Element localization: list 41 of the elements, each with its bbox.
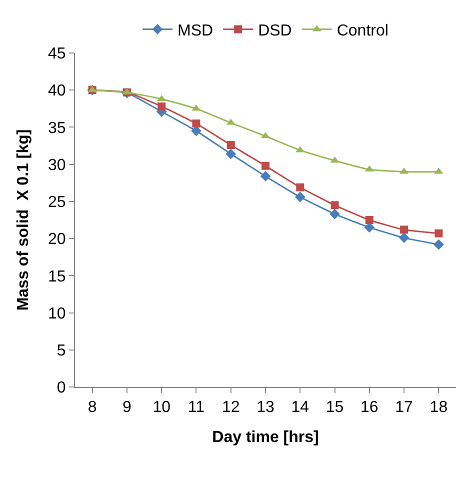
- point: [226, 141, 235, 150]
- point: [398, 232, 410, 244]
- x-tick-label: 17: [395, 399, 414, 416]
- x-tick-label: 18: [430, 399, 448, 416]
- y-tick-label: 15: [48, 268, 66, 286]
- point: [433, 239, 444, 250]
- point: [330, 208, 340, 220]
- point: [330, 201, 339, 210]
- legend-label: MSD: [178, 22, 214, 40]
- x-tick-label: 9: [122, 399, 132, 416]
- y-tick-label: 0: [56, 380, 66, 397]
- x-tick-label: 11: [188, 399, 205, 416]
- y-axis-title: Mass of solid X 0.1 [kg]: [14, 129, 32, 311]
- legend-label: DSD: [258, 22, 292, 40]
- x-tick-label: 8: [88, 399, 97, 416]
- point: [294, 192, 306, 202]
- y-tick-label: 35: [48, 120, 66, 137]
- point: [192, 120, 200, 128]
- x-axis-title: Day time [hrs]: [212, 428, 319, 446]
- point: [400, 226, 408, 234]
- y-tick-label: 40: [48, 82, 66, 100]
- y-tick-label: 25: [48, 194, 66, 212]
- y-tick-label: 45: [48, 46, 66, 63]
- point: [158, 102, 166, 110]
- point: [434, 229, 443, 238]
- x-tick-label: 12: [222, 399, 240, 416]
- x-tick-label: 10: [152, 399, 171, 416]
- legend-label: Control: [336, 22, 388, 40]
- point: [262, 162, 270, 170]
- point: [260, 171, 271, 182]
- y-tick-label: 20: [48, 231, 66, 248]
- y-tick-label: 10: [48, 305, 66, 322]
- point: [226, 148, 236, 160]
- y-tick-label: 30: [48, 156, 66, 174]
- x-tick-label: 14: [291, 399, 310, 416]
- y-tick-label: 5: [56, 342, 66, 360]
- point: [296, 183, 304, 192]
- point: [365, 216, 374, 224]
- x-tick-label: 13: [256, 399, 274, 416]
- x-tick-label: 15: [326, 399, 344, 416]
- x-tick-label: 16: [360, 399, 378, 416]
